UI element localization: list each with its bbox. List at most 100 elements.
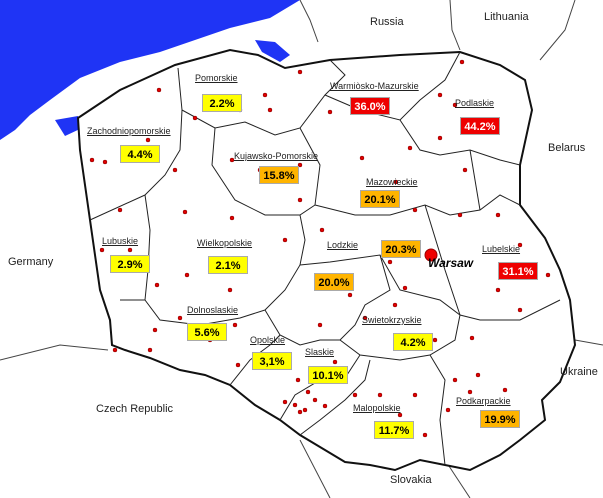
city-dot xyxy=(297,69,303,75)
city-dot xyxy=(459,59,465,65)
label-lithuania: Lithuania xyxy=(484,11,529,23)
city-dot xyxy=(302,407,308,413)
region-value-dolnoslaskie: 5.6% xyxy=(187,323,227,341)
region-value-swietokrzyskie: 4.2% xyxy=(393,333,433,351)
city-dot xyxy=(517,307,523,313)
region-value-zachodniopomorskie: 4.4% xyxy=(120,145,160,163)
city-dot xyxy=(282,399,288,405)
region-name-podlaskie: Podlaskie xyxy=(455,98,495,108)
city-dot xyxy=(402,285,408,291)
city-dot xyxy=(322,403,328,409)
city-dot xyxy=(319,227,325,233)
region-name-pomorskie: Pomorskie xyxy=(195,73,238,83)
city-dot xyxy=(392,302,398,308)
region-name-kujawsko-pomorskie: Kujawsko-Pomorskie xyxy=(234,151,319,161)
label-czech-republic: Czech Republic xyxy=(96,403,174,415)
city-dot xyxy=(467,389,473,395)
city-dot xyxy=(89,157,95,163)
city-dot xyxy=(462,167,468,173)
city-dot xyxy=(192,115,198,121)
region-name-warminsko-mazurskie: Warmiòsko-Mazurskie xyxy=(330,81,419,91)
city-dot xyxy=(317,322,323,328)
city-dot xyxy=(127,247,133,253)
region-value-warsaw: 20.3% xyxy=(381,240,421,258)
city-dot xyxy=(387,259,393,265)
region-name-mazowieckie: Mazowieckie xyxy=(366,177,418,187)
city-dot xyxy=(545,272,551,278)
city-dot xyxy=(177,315,183,321)
region-value-opolskie: 3,1% xyxy=(252,352,292,370)
city-dot xyxy=(112,347,118,353)
city-dot xyxy=(495,212,501,218)
city-dot xyxy=(412,207,418,213)
city-dot xyxy=(292,402,298,408)
city-dot xyxy=(102,159,108,165)
vistula-lagoon xyxy=(255,40,290,62)
city-dot xyxy=(182,209,188,215)
city-dot xyxy=(145,137,151,143)
city-dot xyxy=(412,392,418,398)
region-name-malopolskie: Malopolskie xyxy=(353,403,401,413)
region-name-dolnoslaskie: Dolnoslaskie xyxy=(187,305,239,315)
city-dot xyxy=(452,102,458,108)
city-dot xyxy=(295,377,301,383)
city-dot xyxy=(347,292,353,298)
region-value-mazowieckie: 20.1% xyxy=(360,190,400,208)
region-value-podlaskie: 44.2% xyxy=(460,117,500,135)
label-russia: Russia xyxy=(370,16,404,28)
city-dot xyxy=(495,287,501,293)
city-dot xyxy=(312,397,318,403)
city-dot xyxy=(502,387,508,393)
city-dot xyxy=(469,335,475,341)
region-name-swietokrzyskie: Swietokrzyskie xyxy=(362,315,422,325)
city-dot xyxy=(152,327,158,333)
region-name-slaskie: Slaskie xyxy=(305,347,335,357)
city-dot xyxy=(457,212,463,218)
poland-outline xyxy=(76,48,577,472)
label-slovakia: Slovakia xyxy=(390,474,432,486)
region-value-malopolskie: 11.7% xyxy=(374,421,414,439)
city-dot xyxy=(407,145,413,151)
region-name-zachodniopomorskie: Zachodniopomorskie xyxy=(87,126,171,136)
city-dot xyxy=(262,92,268,98)
region-value-warminsko-mazurskie: 36.0% xyxy=(350,97,390,115)
city-dot xyxy=(305,389,311,395)
city-dot xyxy=(437,135,443,141)
city-dot xyxy=(297,162,303,168)
city-dot xyxy=(327,109,333,115)
city-dot xyxy=(475,372,481,378)
label-belarus: Belarus xyxy=(548,142,586,154)
region-value-pomorskie: 2.2% xyxy=(202,94,242,112)
city-dot xyxy=(147,347,153,353)
region-name-lubuskie: Lubuskie xyxy=(102,236,139,246)
label-germany: Germany xyxy=(8,256,54,268)
city-dot xyxy=(184,272,190,278)
city-dot xyxy=(232,322,238,328)
city-dot xyxy=(156,87,162,93)
city-dot xyxy=(332,359,338,365)
region-value-wielkopolskie: 2.1% xyxy=(208,256,248,274)
region-value-kujawsko-pomorskie: 15.8% xyxy=(259,166,299,184)
city-dot xyxy=(437,92,443,98)
region-value-slaskie: 10.1% xyxy=(308,366,348,384)
city-dot xyxy=(99,247,105,253)
city-dots xyxy=(89,59,551,438)
region-name-opolskie: Opolskie xyxy=(250,335,286,345)
baltic-sea xyxy=(0,0,300,140)
city-dot xyxy=(445,407,451,413)
city-dot xyxy=(517,242,523,248)
region-name-lodzkie: Lodzkie xyxy=(327,240,359,250)
region-value-podkarpackie: 19.9% xyxy=(480,410,520,428)
city-dot xyxy=(359,155,365,161)
city-dot xyxy=(172,167,178,173)
city-dot xyxy=(235,362,241,368)
city-dot xyxy=(227,287,233,293)
region-value-lubelskie: 31.1% xyxy=(498,262,538,280)
city-dot xyxy=(229,215,235,221)
city-dot xyxy=(352,392,358,398)
city-dot xyxy=(282,237,288,243)
city-dot xyxy=(397,412,403,418)
city-dot xyxy=(117,207,123,213)
